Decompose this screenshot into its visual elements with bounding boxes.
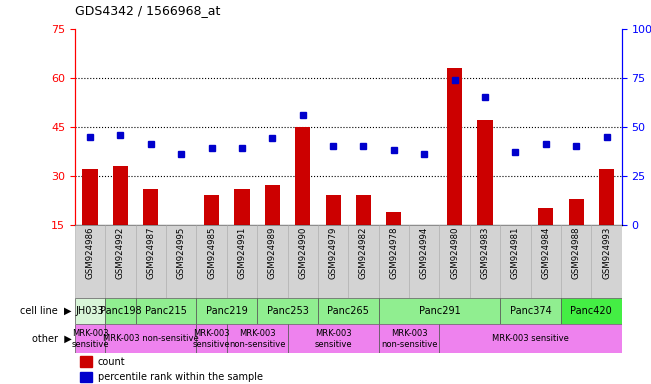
Text: MRK-003 sensitive: MRK-003 sensitive — [492, 334, 569, 343]
Text: MRK-003 non-sensitive: MRK-003 non-sensitive — [103, 334, 199, 343]
Bar — [83, 169, 98, 225]
Bar — [348, 225, 379, 298]
Text: MRK-003
non-sensitive: MRK-003 non-sensitive — [381, 329, 437, 349]
Text: Panc219: Panc219 — [206, 306, 247, 316]
Text: Panc198: Panc198 — [100, 306, 141, 316]
Bar — [113, 166, 128, 225]
Text: GSM924984: GSM924984 — [541, 227, 550, 279]
Bar — [227, 225, 257, 298]
Bar — [75, 225, 105, 298]
Bar — [105, 324, 197, 353]
Bar — [80, 356, 92, 367]
Bar — [227, 324, 288, 353]
Bar — [295, 127, 311, 225]
Bar — [531, 225, 561, 298]
Bar — [197, 225, 227, 298]
Text: GSM924980: GSM924980 — [450, 227, 459, 279]
Bar — [561, 298, 622, 324]
Text: GSM924981: GSM924981 — [511, 227, 520, 279]
Text: Panc265: Panc265 — [327, 306, 369, 316]
Bar — [500, 225, 531, 298]
Text: MRK-003
sensitive: MRK-003 sensitive — [71, 329, 109, 349]
Bar — [75, 324, 105, 353]
Text: Panc253: Panc253 — [267, 306, 309, 316]
Text: GSM924987: GSM924987 — [146, 227, 156, 279]
Bar — [591, 225, 622, 298]
Bar — [135, 225, 166, 298]
Text: JH033: JH033 — [76, 306, 104, 316]
Text: GSM924991: GSM924991 — [238, 227, 247, 279]
Bar — [166, 225, 197, 298]
Text: GSM924985: GSM924985 — [207, 227, 216, 279]
Text: GSM924983: GSM924983 — [480, 227, 490, 279]
Text: GSM924994: GSM924994 — [420, 227, 429, 279]
Text: GSM924986: GSM924986 — [85, 227, 94, 279]
Text: Panc215: Panc215 — [145, 306, 187, 316]
Text: GDS4342 / 1566968_at: GDS4342 / 1566968_at — [75, 4, 220, 17]
Text: MRK-003
non-sensitive: MRK-003 non-sensitive — [229, 329, 285, 349]
Bar — [379, 298, 500, 324]
Bar — [75, 298, 105, 324]
Text: GSM924988: GSM924988 — [572, 227, 581, 279]
Bar — [105, 298, 135, 324]
Text: MRK-003
sensitive: MRK-003 sensitive — [193, 329, 230, 349]
Text: percentile rank within the sample: percentile rank within the sample — [98, 372, 263, 382]
Text: GSM924982: GSM924982 — [359, 227, 368, 279]
Text: other  ▶: other ▶ — [32, 334, 72, 344]
Bar — [599, 169, 614, 225]
Bar — [257, 225, 288, 298]
Text: count: count — [98, 357, 126, 367]
Text: Panc420: Panc420 — [570, 306, 612, 316]
Text: Panc374: Panc374 — [510, 306, 551, 316]
Bar — [265, 185, 280, 225]
Bar — [439, 225, 470, 298]
Bar — [379, 324, 439, 353]
Text: cell line  ▶: cell line ▶ — [20, 306, 72, 316]
Bar — [409, 225, 439, 298]
Bar — [318, 298, 379, 324]
Bar — [538, 209, 553, 225]
Bar — [204, 195, 219, 225]
Bar — [80, 372, 92, 382]
Bar — [234, 189, 249, 225]
Text: GSM924989: GSM924989 — [268, 227, 277, 279]
Bar — [143, 189, 158, 225]
Bar — [386, 212, 402, 225]
Text: GSM924979: GSM924979 — [329, 227, 338, 279]
Text: GSM924992: GSM924992 — [116, 227, 125, 279]
Bar — [105, 225, 135, 298]
Bar — [356, 195, 371, 225]
Bar — [135, 298, 197, 324]
Bar — [500, 298, 561, 324]
Bar — [470, 225, 500, 298]
Bar — [477, 120, 493, 225]
Bar — [257, 298, 318, 324]
Text: GSM924995: GSM924995 — [176, 227, 186, 279]
Text: GSM924978: GSM924978 — [389, 227, 398, 279]
Bar — [561, 225, 591, 298]
Bar — [439, 324, 622, 353]
Bar — [288, 225, 318, 298]
Bar — [318, 225, 348, 298]
Text: GSM924990: GSM924990 — [298, 227, 307, 279]
Bar — [197, 324, 227, 353]
Text: MRK-003
sensitive: MRK-003 sensitive — [314, 329, 352, 349]
Bar — [326, 195, 340, 225]
Bar — [288, 324, 379, 353]
Bar — [379, 225, 409, 298]
Text: Panc291: Panc291 — [419, 306, 460, 316]
Text: GSM924993: GSM924993 — [602, 227, 611, 279]
Bar — [568, 199, 584, 225]
Bar — [197, 298, 257, 324]
Bar — [447, 68, 462, 225]
